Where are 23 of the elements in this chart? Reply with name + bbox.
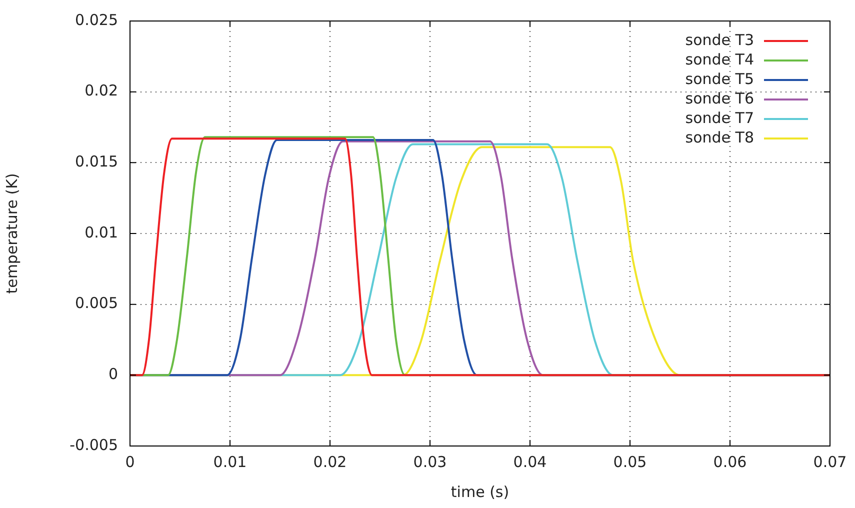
x-tick-label: 0.06 [713, 452, 747, 471]
x-tick-label: 0.04 [513, 452, 547, 471]
x-tick-label: 0.05 [613, 452, 647, 471]
legend-label: sonde T3 [685, 30, 754, 49]
legend-label: sonde T5 [685, 70, 754, 88]
x-tick-label: 0 [125, 452, 135, 471]
y-tick-label: -0.005 [70, 436, 118, 454]
x-tick-label: 0.01 [213, 452, 247, 471]
legend-label: sonde T7 [685, 108, 754, 127]
y-tick-label: 0.01 [84, 223, 118, 242]
x-axis-title: time (s) [450, 482, 510, 501]
y-tick-label: 0.02 [84, 82, 118, 100]
legend-label: sonde T6 [685, 89, 754, 108]
x-tick-label: 0.07 [813, 452, 847, 471]
y-tick-label: 0.015 [75, 152, 118, 171]
y-tick-label: 0.025 [75, 10, 118, 29]
legend-label: sonde T4 [685, 50, 754, 68]
x-tick-label: 0.03 [413, 452, 447, 471]
y-axis-title: temperature (K) [2, 173, 21, 294]
x-tick-label: 0.02 [313, 452, 347, 471]
y-tick-label: 0.005 [75, 294, 118, 312]
y-tick-label: 0 [108, 365, 118, 384]
legend-label: sonde T8 [685, 128, 754, 146]
